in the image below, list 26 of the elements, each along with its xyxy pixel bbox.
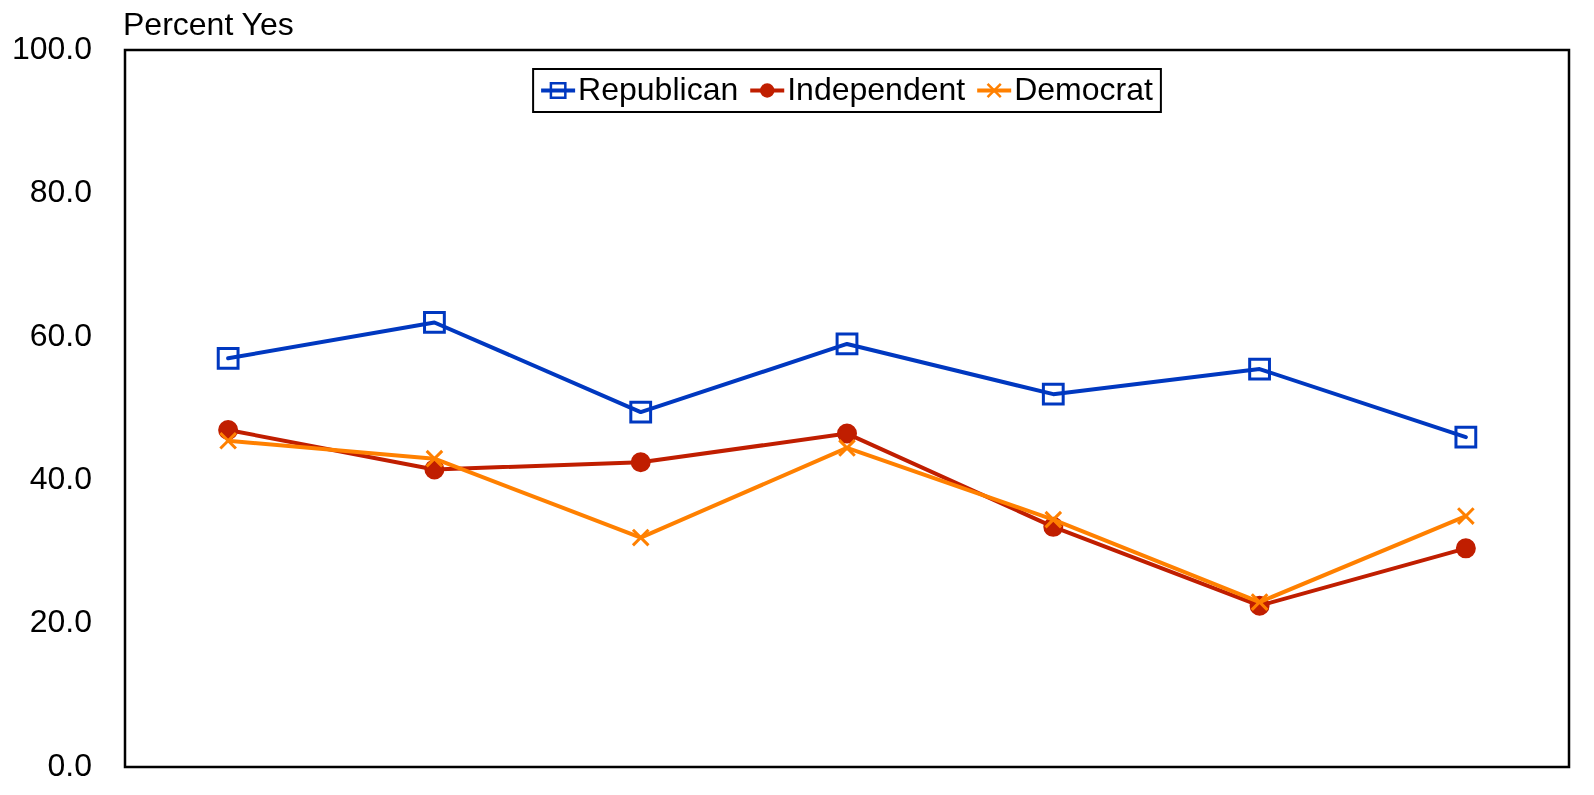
y-tick-label: 40.0 <box>29 460 92 497</box>
y-tick-label: 0.0 <box>47 746 92 783</box>
point <box>630 452 651 473</box>
point <box>629 400 653 424</box>
point <box>835 332 859 356</box>
point <box>631 528 650 547</box>
point <box>1044 510 1063 529</box>
y-tick-label: 60.0 <box>29 316 92 353</box>
point <box>425 449 444 468</box>
point <box>1248 357 1271 381</box>
point <box>423 311 446 334</box>
y-tick-label: 20.0 <box>29 603 92 640</box>
point <box>218 431 238 451</box>
y-tick-label: 80.0 <box>29 173 92 210</box>
legend-label: Republican <box>578 71 739 108</box>
legend-label: Democrat <box>1014 71 1153 108</box>
point <box>1455 538 1476 559</box>
point <box>837 423 857 444</box>
point <box>837 438 857 458</box>
legend-label: Independent <box>787 71 966 108</box>
point <box>216 346 240 370</box>
point <box>1454 425 1478 449</box>
point <box>1456 506 1476 526</box>
y-axis-title: Percent Yes <box>123 5 294 42</box>
y-tick-label: 100.0 <box>11 29 92 66</box>
point <box>1041 382 1065 406</box>
